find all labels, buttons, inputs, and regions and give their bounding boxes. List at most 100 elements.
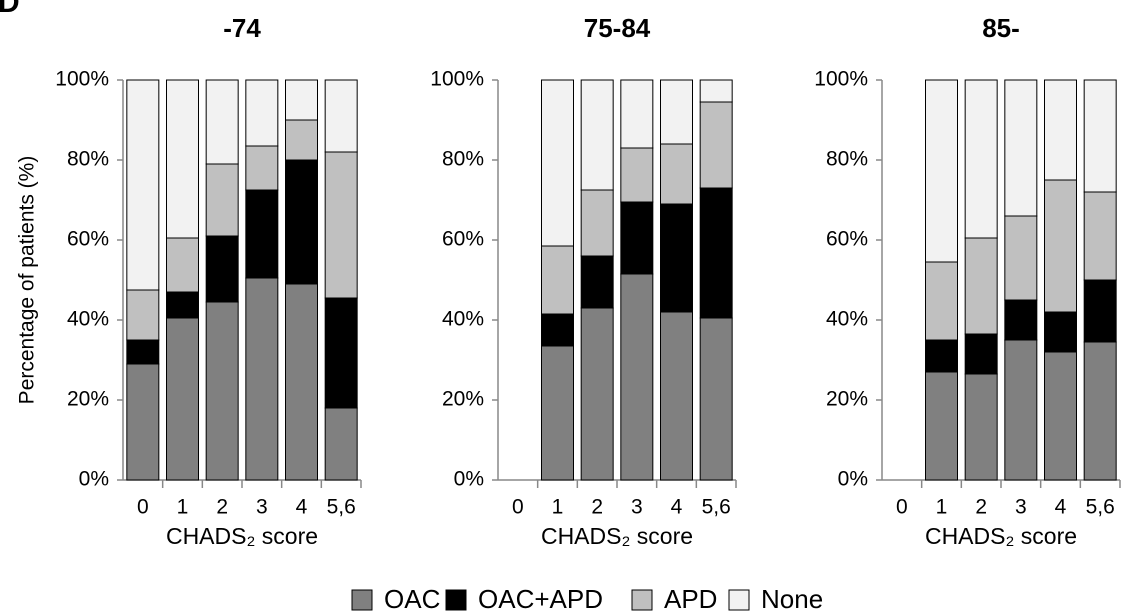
legend-swatch (351, 589, 373, 611)
bar-segment (166, 291, 199, 319)
bar-segment (1044, 351, 1077, 481)
x-tick-label: 0 (512, 496, 524, 519)
x-tick-label: 0 (137, 496, 149, 519)
bar-segment (126, 289, 160, 341)
x-axis-label: CHADS₂ score (541, 523, 693, 549)
bar-segment (620, 201, 654, 275)
bar-segment (1004, 79, 1038, 217)
bar-segment (245, 277, 279, 481)
bar-segment (964, 333, 998, 375)
bar-segment (964, 373, 998, 481)
x-tick-label: 4 (1055, 496, 1067, 519)
bar-segment (699, 101, 733, 189)
bar-segment (541, 345, 574, 481)
bar-segment (964, 237, 998, 335)
y-axis-label: Percentage of patients (%) (16, 156, 39, 405)
bar-segment (660, 203, 693, 313)
bar-segment (285, 119, 318, 161)
bar-segment (324, 297, 358, 409)
bar-segment (245, 145, 279, 191)
x-axis-label: CHADS₂ score (925, 523, 1077, 549)
chart-title: 85- (982, 13, 1020, 43)
bar-segment (925, 339, 958, 373)
bar-segment (1044, 179, 1077, 313)
bar-segment (166, 237, 199, 293)
x-tick-label: 4 (296, 496, 308, 519)
bar-segment (925, 371, 958, 481)
bar-segment (166, 79, 199, 239)
x-tick-label: 1 (936, 496, 948, 519)
bar-segment (699, 187, 733, 319)
y-tick-label: 60% (826, 228, 868, 251)
bar-segment (580, 307, 614, 481)
bar-segment (1083, 341, 1117, 481)
bar-segment (1004, 215, 1038, 301)
bar-segment (205, 301, 239, 481)
x-tick-label: 2 (216, 496, 228, 519)
y-tick-label: 0% (454, 468, 484, 491)
bar-segment (1083, 79, 1117, 193)
bar-segment (205, 163, 239, 237)
y-tick-label: 80% (67, 148, 109, 171)
bar-segment (925, 79, 958, 263)
x-tick-label: 5,6 (1086, 496, 1115, 519)
bar-segment (285, 283, 318, 481)
chart-title: -74 (223, 13, 261, 43)
y-tick-label: 40% (67, 308, 109, 331)
legend-swatch (728, 589, 750, 611)
bar-segment (285, 159, 318, 285)
legend-label: OAC+APD (478, 584, 603, 613)
bar-segment (166, 317, 199, 481)
bar-segment (1044, 311, 1077, 353)
x-tick-label: 1 (552, 496, 564, 519)
x-axis-label: CHADS₂ score (166, 523, 318, 549)
bar-segment (580, 255, 614, 309)
bar-segment (660, 143, 693, 205)
y-tick-label: 40% (442, 308, 484, 331)
bar-segment (620, 273, 654, 481)
bar-segment (1083, 279, 1117, 343)
bar-segment (245, 189, 279, 279)
x-tick-label: 3 (256, 496, 268, 519)
bar-segment (1083, 191, 1117, 281)
bar-segment (1004, 339, 1038, 481)
x-tick-label: 0 (896, 496, 908, 519)
bar-segment (285, 79, 318, 121)
bar-segment (580, 189, 614, 257)
bar-segment (541, 313, 574, 347)
bar-segment (620, 79, 654, 149)
y-tick-label: 0% (838, 468, 868, 491)
y-tick-label: 100% (430, 68, 484, 91)
x-tick-label: 2 (975, 496, 987, 519)
y-tick-label: 20% (67, 388, 109, 411)
bar-segment (126, 339, 160, 365)
y-tick-label: 20% (442, 388, 484, 411)
y-tick-label: 100% (814, 68, 868, 91)
bar-segment (660, 79, 693, 145)
bar-segment (1044, 79, 1077, 181)
bar-segment (1004, 299, 1038, 341)
bar-segment (964, 79, 998, 239)
bar-segment (620, 147, 654, 203)
bar-segment (660, 311, 693, 481)
legend-label: APD (664, 584, 717, 613)
bar-segment (699, 79, 733, 103)
legend-label: None (761, 584, 823, 613)
y-tick-label: 20% (826, 388, 868, 411)
y-tick-label: 60% (442, 228, 484, 251)
panel-label: D (0, 0, 20, 19)
bar-segment (541, 79, 574, 247)
x-tick-label: 4 (671, 496, 683, 519)
chart-title: 75-84 (584, 13, 651, 43)
bar-segment (324, 79, 358, 153)
bar-segment (205, 235, 239, 303)
bar-segment (699, 317, 733, 481)
bar-segment (126, 79, 160, 291)
x-tick-label: 3 (1015, 496, 1027, 519)
bar-segment (580, 79, 614, 191)
y-tick-label: 80% (826, 148, 868, 171)
x-tick-label: 1 (177, 496, 189, 519)
legend-swatch (631, 589, 653, 611)
x-tick-label: 2 (591, 496, 603, 519)
